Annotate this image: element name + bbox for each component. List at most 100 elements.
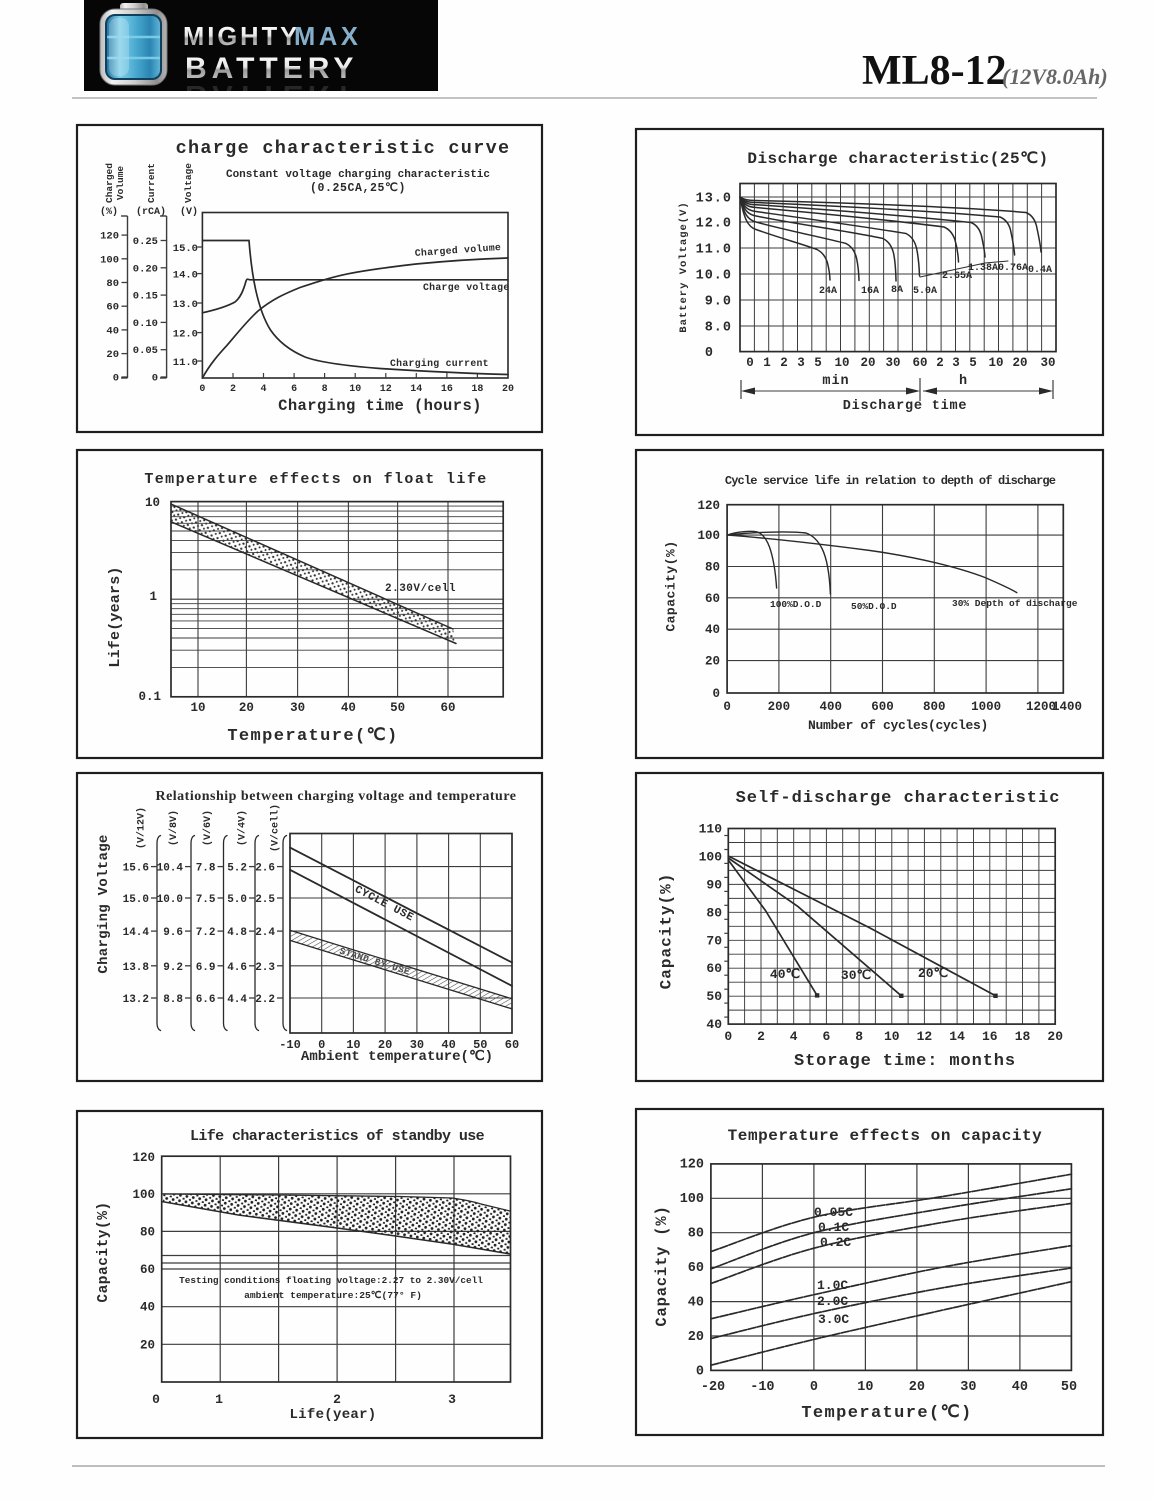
svg-text:8.8: 8.8 [163,994,183,1006]
svg-text:90: 90 [706,877,722,892]
svg-text:Number of cycles(cycles): Number of cycles(cycles) [808,718,988,733]
svg-text:60: 60 [106,302,119,314]
svg-text:0: 0 [724,1029,732,1044]
svg-text:8.0: 8.0 [705,321,732,336]
svg-text:60: 60 [706,961,722,976]
svg-text:1: 1 [763,356,771,370]
svg-text:5.2: 5.2 [227,863,247,875]
svg-text:3: 3 [952,356,960,370]
svg-text:ambient temperature:25℃(77° F): ambient temperature:25℃(77° F) [244,1290,422,1301]
svg-text:Temperature(℃): Temperature(℃) [227,727,398,746]
svg-text:0.05: 0.05 [133,345,158,357]
svg-text:(V/8V): (V/8V) [168,810,180,846]
svg-text:0: 0 [113,373,119,385]
svg-text:16A: 16A [861,286,879,297]
svg-text:1000: 1000 [971,700,1001,714]
svg-text:40℃: 40℃ [770,967,800,982]
svg-text:7.8: 7.8 [196,863,216,875]
svg-text:50: 50 [390,701,405,715]
svg-text:2.5: 2.5 [255,894,275,906]
svg-text:20: 20 [378,1038,392,1052]
svg-text:20: 20 [502,384,514,395]
svg-text:20: 20 [106,349,119,361]
svg-text:(0.25CA,25℃): (0.25CA,25℃) [310,181,406,195]
svg-text:7.5: 7.5 [196,894,216,906]
svg-text:Life characteristics of standb: Life characteristics of standby use [190,1128,485,1145]
svg-text:40: 40 [688,1296,704,1311]
svg-text:40: 40 [706,1017,722,1032]
svg-text:100%D.O.D: 100%D.O.D [770,599,822,610]
svg-text:0.05C: 0.05C [814,1205,853,1220]
svg-text:11.0: 11.0 [173,357,198,369]
svg-text:Cycle service life in relation: Cycle service life in relation to depth … [725,474,1056,488]
svg-text:10.0: 10.0 [157,894,183,906]
svg-text:14.4: 14.4 [123,927,150,939]
svg-text:20℃: 20℃ [918,966,948,981]
svg-text:100: 100 [699,849,723,864]
svg-text:40: 40 [441,1038,455,1052]
svg-text:Current: Current [146,163,157,203]
svg-text:Temperature(℃): Temperature(℃) [801,1404,972,1423]
svg-text:60: 60 [440,701,455,715]
svg-text:2.6: 2.6 [255,863,275,875]
svg-text:0: 0 [696,1365,704,1380]
svg-text:800: 800 [923,700,946,714]
svg-text:0: 0 [705,346,714,361]
svg-text:13.0: 13.0 [696,192,732,207]
svg-text:40: 40 [705,623,720,637]
svg-text:30: 30 [410,1038,424,1052]
svg-text:50%D.O.D: 50%D.O.D [851,601,897,612]
svg-text:4.6: 4.6 [227,962,247,974]
svg-text:Relationship between charging: Relationship between charging voltage an… [155,789,516,804]
svg-text:20: 20 [688,1330,704,1345]
svg-text:Charge voltage: Charge voltage [423,282,510,293]
svg-text:6.9: 6.9 [196,962,216,974]
svg-text:1400: 1400 [1052,700,1082,714]
svg-text:30℃: 30℃ [841,968,871,983]
svg-text:-20: -20 [701,1380,725,1395]
svg-text:Life(years): Life(years) [107,566,124,667]
svg-text:200: 200 [768,700,791,714]
svg-text:4.8: 4.8 [227,927,247,939]
svg-text:Charging current: Charging current [390,358,489,369]
svg-text:12.0: 12.0 [173,329,198,341]
svg-text:2: 2 [757,1029,765,1044]
svg-text:2: 2 [780,356,788,370]
svg-text:Charged: Charged [104,163,115,203]
svg-text:Volume: Volume [115,166,126,201]
svg-text:0: 0 [152,1392,160,1407]
svg-text:Capacity (%): Capacity (%) [653,1205,671,1326]
svg-text:12.0: 12.0 [696,217,732,232]
svg-text:6.6: 6.6 [196,994,216,1006]
svg-text:13.8: 13.8 [123,962,150,974]
svg-text:16: 16 [441,384,453,395]
svg-text:30: 30 [960,1380,976,1395]
svg-text:2.2: 2.2 [255,994,275,1006]
svg-text:1: 1 [215,1392,223,1407]
svg-text:10: 10 [346,1038,360,1052]
svg-text:0: 0 [723,700,731,714]
svg-text:100: 100 [697,529,720,543]
svg-text:12: 12 [917,1029,933,1044]
svg-text:10: 10 [190,701,205,715]
svg-text:charge characteristic curve: charge characteristic curve [176,138,511,159]
svg-text:50: 50 [1061,1380,1077,1395]
svg-text:(V/12V): (V/12V) [136,807,148,849]
svg-text:Capacity(%): Capacity(%) [96,1201,112,1302]
svg-text:120: 120 [697,499,720,513]
svg-text:2.3: 2.3 [255,962,275,974]
svg-text:min: min [822,374,849,389]
svg-text:(rCA): (rCA) [136,206,166,218]
svg-text:2: 2 [333,1392,341,1407]
svg-text:4: 4 [790,1029,798,1044]
svg-text:120: 120 [680,1158,704,1173]
svg-text:-10: -10 [750,1380,774,1395]
svg-text:400: 400 [819,700,842,714]
svg-text:30: 30 [885,356,900,370]
svg-text:Discharge characteristic(25℃): Discharge characteristic(25℃) [747,150,1048,168]
svg-text:30: 30 [1040,356,1055,370]
svg-text:STAND BY USE: STAND BY USE [338,946,411,978]
svg-text:Discharge time: Discharge time [843,399,968,414]
svg-text:(12V8.0Ah): (12V8.0Ah) [1002,64,1108,89]
svg-text:10.0: 10.0 [696,269,732,284]
